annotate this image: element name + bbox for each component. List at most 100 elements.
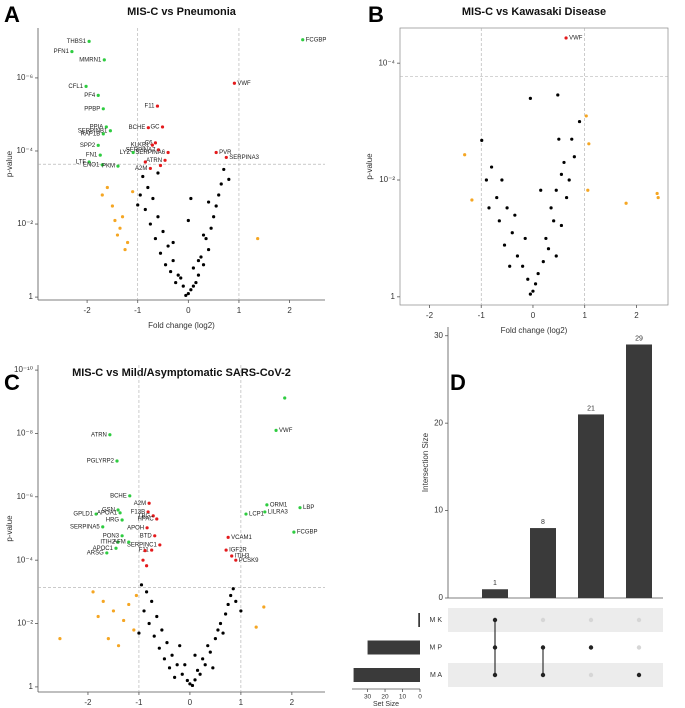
data-point xyxy=(150,599,154,603)
data-point xyxy=(100,163,104,167)
panel-label: A xyxy=(4,2,20,27)
data-point xyxy=(508,264,512,268)
y-tick-label: 10⁻¹⁰ xyxy=(14,365,33,374)
point-label: SERPINC1 xyxy=(127,543,158,549)
point-label: VWF xyxy=(279,428,293,434)
point-label: FCGBP xyxy=(297,530,318,536)
data-point xyxy=(123,247,127,252)
data-point xyxy=(188,682,192,686)
data-point xyxy=(656,195,660,200)
point-label: F13B xyxy=(131,510,145,516)
chart-title: MIS-C vs Kawasaki Disease xyxy=(462,6,606,18)
data-point xyxy=(199,255,203,259)
data-point xyxy=(115,233,120,237)
data-point xyxy=(191,284,195,288)
data-point xyxy=(101,107,105,111)
y-tick-label: 1 xyxy=(391,292,396,301)
point-label: BCHE xyxy=(110,493,127,499)
y-tick-label: 10⁻⁴ xyxy=(16,146,33,155)
data-point xyxy=(166,150,170,155)
data-point xyxy=(186,291,190,296)
point-label: LBP xyxy=(303,505,314,511)
data-point xyxy=(104,125,108,129)
point-label: F11 xyxy=(145,104,156,110)
data-point xyxy=(143,160,147,164)
point-label: LCP1 xyxy=(249,512,265,518)
data-point xyxy=(180,672,184,676)
data-point xyxy=(556,93,560,97)
data-point xyxy=(587,142,591,146)
matrix-dot xyxy=(540,645,546,650)
point-label: ITIH2 xyxy=(100,540,115,546)
point-label: TBG xyxy=(138,513,151,519)
point-label: C6 xyxy=(145,140,153,146)
data-point xyxy=(513,213,517,217)
data-point xyxy=(184,293,188,298)
data-point xyxy=(206,200,211,204)
set-size-tick-label: 30 xyxy=(364,694,372,701)
set-name: M K xyxy=(430,617,443,624)
data-point xyxy=(171,258,175,263)
data-point xyxy=(224,548,228,552)
data-point xyxy=(147,621,151,626)
point-label: PCSK9 xyxy=(239,558,259,564)
y-tick-label: 10⁻² xyxy=(17,219,33,228)
data-point xyxy=(533,282,538,286)
data-point xyxy=(144,564,149,568)
data-point xyxy=(141,558,145,562)
data-point xyxy=(562,160,566,165)
data-point xyxy=(137,631,141,635)
matrix-dot xyxy=(588,617,594,623)
data-point xyxy=(96,143,100,147)
data-point xyxy=(58,637,62,641)
data-point xyxy=(144,590,149,594)
data-point xyxy=(194,280,198,285)
data-point xyxy=(515,254,520,258)
matrix-row-band xyxy=(448,663,663,687)
y-tick-label: 10⁻² xyxy=(17,619,33,628)
data-point xyxy=(185,678,189,683)
data-point xyxy=(214,204,218,208)
data-point xyxy=(110,204,115,208)
data-point xyxy=(147,501,151,505)
data-point xyxy=(234,599,238,603)
data-point xyxy=(158,251,163,255)
data-point xyxy=(106,637,110,641)
data-point xyxy=(497,219,501,223)
data-point xyxy=(189,196,193,201)
data-point xyxy=(487,206,491,210)
data-point xyxy=(131,190,135,194)
data-point xyxy=(193,653,197,657)
data-point xyxy=(206,247,211,252)
set-size-tick-label: 0 xyxy=(418,694,422,701)
data-point xyxy=(155,517,159,521)
data-point xyxy=(160,628,164,632)
data-point xyxy=(167,666,172,670)
data-point xyxy=(108,129,112,133)
data-point xyxy=(263,510,267,514)
point-label: APOH xyxy=(127,525,144,531)
data-point xyxy=(156,171,160,175)
data-point xyxy=(536,271,540,276)
data-point xyxy=(181,284,185,288)
y-tick-label: 30 xyxy=(434,331,443,340)
data-point xyxy=(113,218,117,223)
data-point xyxy=(118,226,122,230)
x-tick-label: 2 xyxy=(290,698,295,707)
chart-title: MIS-C vs Pneumonia xyxy=(127,6,237,18)
data-point xyxy=(175,663,179,667)
data-point xyxy=(125,240,130,245)
data-point xyxy=(146,126,150,130)
y-axis-label: p-value xyxy=(5,150,14,177)
point-label: SERPINA7 xyxy=(126,147,156,153)
data-point xyxy=(179,276,183,280)
bar-value-label: 8 xyxy=(541,519,545,526)
y-tick-label: 10⁻⁴ xyxy=(16,555,33,564)
data-point xyxy=(158,543,162,547)
data-point xyxy=(120,534,124,538)
data-point xyxy=(105,185,109,190)
x-tick-label: 0 xyxy=(188,698,193,707)
data-point xyxy=(105,551,109,555)
data-point xyxy=(201,233,206,237)
point-label: BCHE xyxy=(129,125,146,131)
